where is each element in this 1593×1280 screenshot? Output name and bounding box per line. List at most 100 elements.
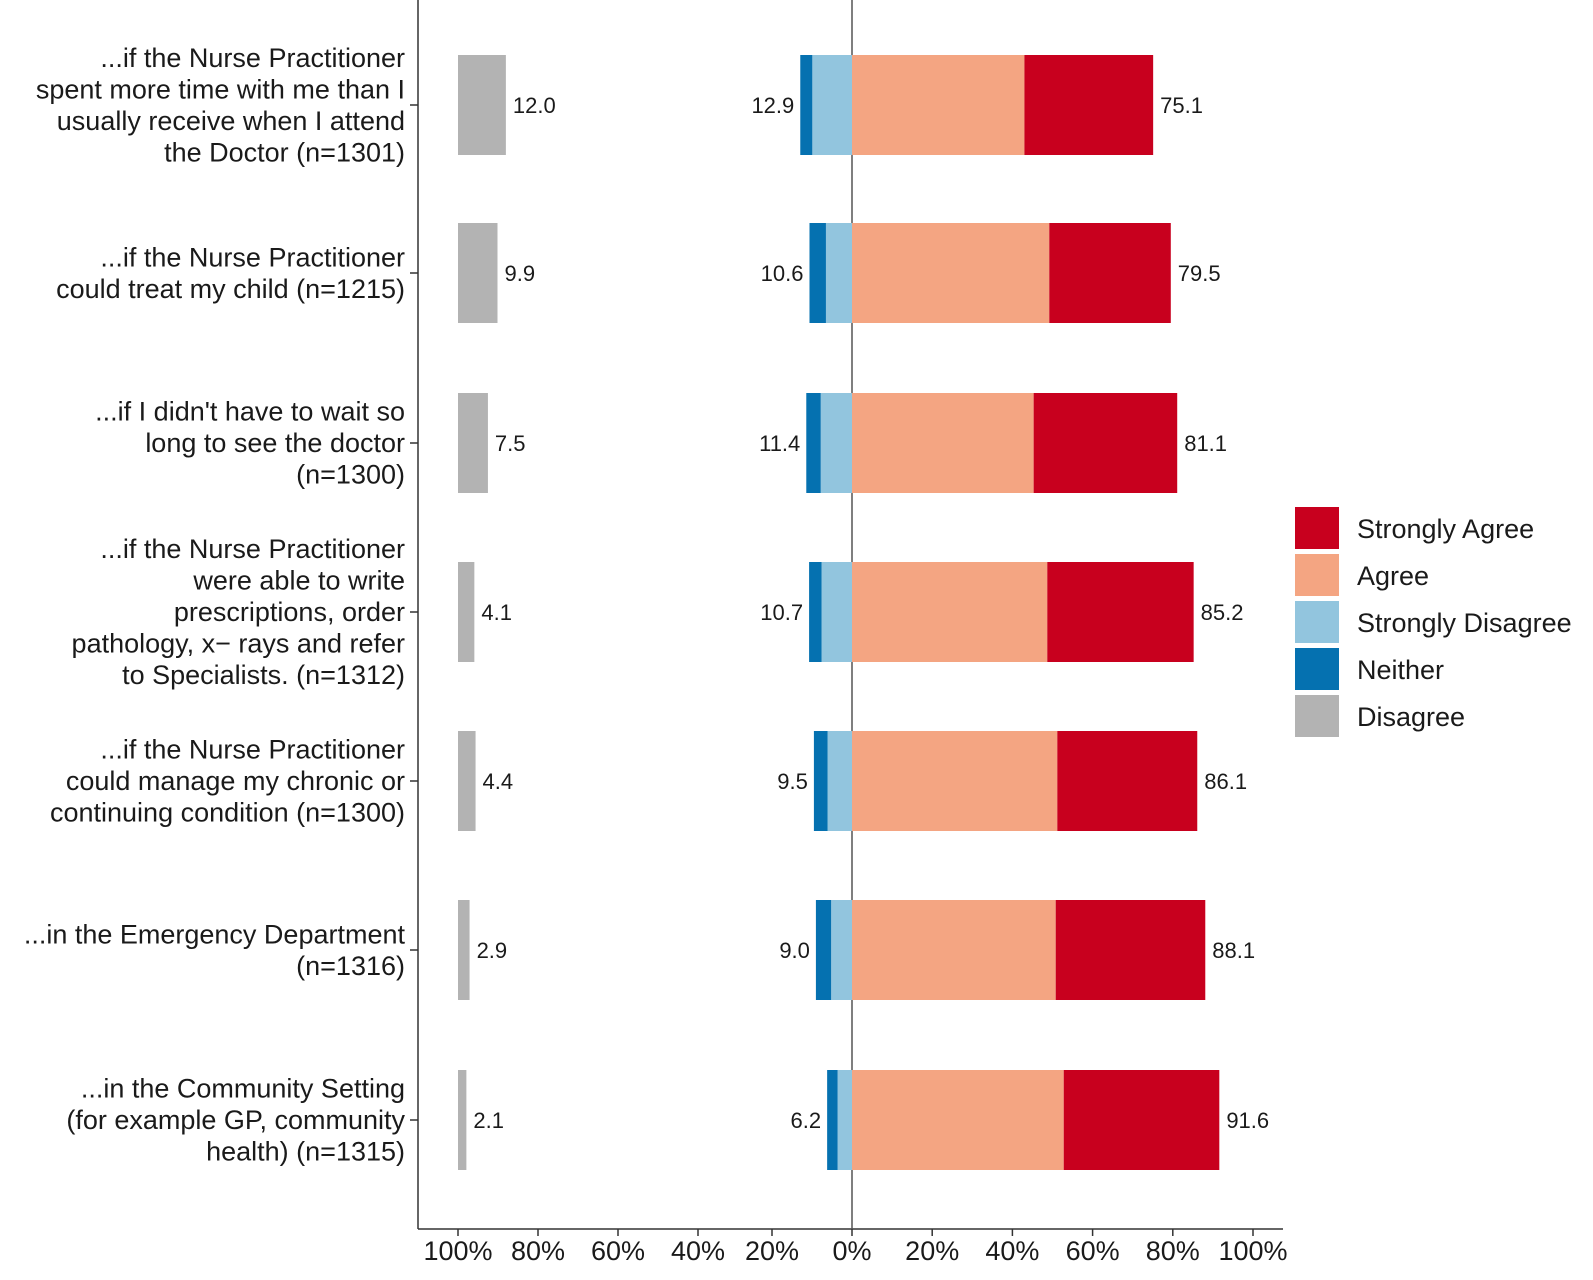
category-label-line: continuing condition (n=1300) [50, 798, 405, 828]
label-positive-total: 85.2 [1201, 600, 1244, 625]
label-positive-total: 75.1 [1160, 93, 1203, 118]
label-disagree-total: 12.0 [513, 93, 556, 118]
x-tick-label: 40% [985, 1236, 1039, 1266]
bar-agree [852, 900, 1056, 1000]
label-negative-total: 10.7 [760, 600, 803, 625]
label-positive-total: 86.1 [1204, 769, 1247, 794]
legend-swatch [1295, 554, 1339, 596]
legend-label: Agree [1357, 561, 1429, 591]
bar-strongly-agree [1055, 900, 1206, 1000]
label-disagree-total: 7.5 [495, 431, 526, 456]
bar-disagree [458, 900, 470, 1000]
category-label: ...if the Nurse Practitioner spent more t… [36, 43, 405, 168]
bar-neither [813, 731, 828, 831]
bar-strongly-disagree [831, 900, 852, 1000]
label-negative-total: 6.2 [791, 1108, 822, 1133]
category-label-line: ...in the Emergency Department [24, 919, 406, 949]
bar-agree [852, 1070, 1064, 1170]
x-tick-label: 80% [511, 1236, 565, 1266]
x-axis-ticks: 100% 80% 60% 40% 20% 0% 20% 40% 60% 80% 100% [423, 1229, 1288, 1266]
bar-neither [800, 55, 813, 155]
category-label-line: the Doctor (n=1301) [164, 137, 405, 167]
bar-disagree [458, 55, 506, 155]
bar-neither [815, 900, 832, 1000]
label-negative-total: 11.4 [759, 431, 800, 456]
legend-label: Strongly Agree [1357, 514, 1534, 544]
category-label-line: (n=1300) [296, 460, 405, 490]
bar-strongly-disagree [821, 562, 852, 662]
bar-strongly-disagree [825, 223, 852, 323]
bar-strongly-agree [1063, 1070, 1220, 1170]
bar-agree [852, 393, 1034, 493]
x-tick-label: 60% [1066, 1236, 1120, 1266]
category-label-line: ...if the Nurse Practitioner [100, 43, 405, 73]
category-label-line: prescriptions, order [174, 597, 405, 627]
legend-label: Strongly Disagree [1357, 608, 1572, 638]
bar-neither [827, 1070, 838, 1170]
bar-strongly-disagree [837, 1070, 852, 1170]
bar-disagree [458, 562, 475, 662]
x-tick-label: 80% [1146, 1236, 1200, 1266]
category-label-line: ...in the Community Setting [81, 1074, 405, 1104]
bar-agree [852, 55, 1025, 155]
bar-strongly-agree [1024, 55, 1154, 155]
category-label-line: were able to write [192, 566, 405, 596]
x-tick-label: 60% [591, 1236, 645, 1266]
category-label: ...if the Nurse Practitioner were able to… [72, 534, 405, 690]
legend-label: Disagree [1357, 702, 1465, 732]
bar-disagree [458, 223, 498, 323]
bar-neither [809, 562, 822, 662]
bar-disagree [458, 731, 476, 831]
category-label-line: usually receive when I attend [57, 106, 405, 136]
label-negative-total: 9.5 [777, 769, 808, 794]
bar-agree [852, 731, 1058, 831]
category-label: ...if I didn't have to wait so long to se… [95, 397, 405, 490]
label-positive-total: 81.1 [1184, 431, 1227, 456]
bar-neither [809, 223, 826, 323]
category-label: ...in the Emergency Department (n=1316) [24, 919, 406, 981]
category-label-line: to Specialists. (n=1312) [122, 660, 405, 690]
x-tick-label: 20% [745, 1236, 799, 1266]
legend: Strongly Agree Agree Strongly Disagree Neit… [1295, 507, 1572, 737]
label-positive-total: 79.5 [1178, 261, 1221, 286]
category-label-line: ...if the Nurse Practitioner [100, 735, 405, 765]
category-labels: ...if the Nurse Practitioner spent more t… [24, 43, 406, 1167]
bar-strongly-agree [1033, 393, 1178, 493]
label-disagree-total: 4.1 [481, 600, 512, 625]
category-label-line: ...if the Nurse Practitioner [100, 242, 405, 272]
legend-swatch [1295, 695, 1339, 737]
category-label: ...if the Nurse Practitioner could treat … [56, 242, 405, 304]
label-negative-total: 10.6 [761, 261, 804, 286]
bar-strongly-agree [1049, 223, 1171, 323]
bar-disagree [458, 1070, 467, 1170]
x-tick-label: 100% [423, 1236, 492, 1266]
bar-strongly-agree [1047, 562, 1194, 662]
category-label-line: health) (n=1315) [206, 1137, 405, 1167]
label-disagree-total: 2.1 [473, 1108, 504, 1133]
category-label-line: (for example GP, community [66, 1105, 405, 1135]
label-disagree-total: 4.4 [483, 769, 514, 794]
category-label: ...if the Nurse Practitioner could manage… [50, 735, 405, 828]
category-label-line: long to see the doctor [145, 428, 405, 458]
legend-label: Neither [1357, 655, 1444, 685]
x-tick-label: 100% [1218, 1236, 1287, 1266]
value-labels: 12.0 12.9 75.1 9.9 10.6 79.5 7.5 11.4 81.1 4.1 10.… [473, 93, 1269, 1133]
category-label-line: ...if the Nurse Practitioner [100, 534, 405, 564]
label-disagree-total: 9.9 [505, 261, 536, 286]
category-label-line: could manage my chronic or [66, 766, 405, 796]
category-label-line: could treat my child (n=1215) [56, 274, 405, 304]
x-tick-label: 0% [832, 1236, 871, 1266]
bar-strongly-agree [1057, 731, 1198, 831]
label-positive-total: 88.1 [1212, 938, 1255, 963]
x-tick-label: 40% [671, 1236, 725, 1266]
category-label-line: (n=1316) [296, 951, 405, 981]
bar-strongly-disagree [820, 393, 852, 493]
legend-swatch [1295, 648, 1339, 690]
x-tick-label: 20% [905, 1236, 959, 1266]
bar-strongly-disagree [812, 55, 852, 155]
label-negative-total: 12.9 [751, 93, 794, 118]
bar-agree [852, 223, 1050, 323]
label-positive-total: 91.6 [1226, 1108, 1269, 1133]
